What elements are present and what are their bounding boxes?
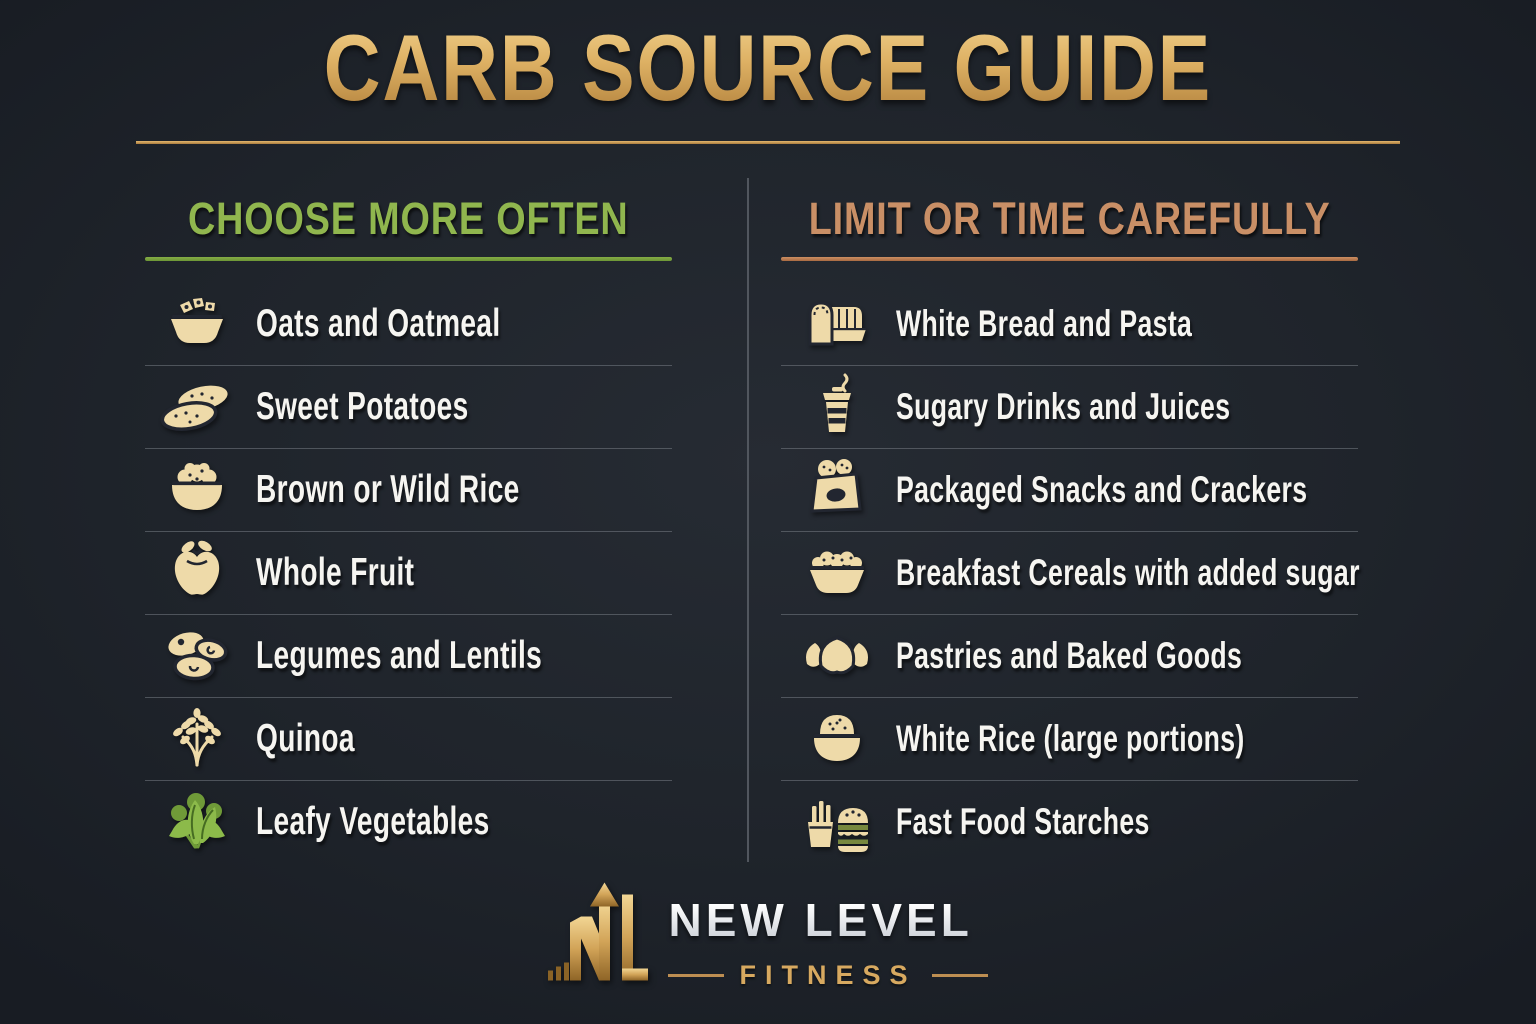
brand-subtitle: FITNESS [739,960,917,990]
item-label: Legumes and Lentils [256,634,543,677]
item-label: Packaged Snacks and Crackers [896,469,1308,510]
title-gold-rule [136,141,1400,144]
item-label: Breakfast Cereals with added sugar [896,552,1360,593]
column-divider [747,178,749,862]
list-item: White Bread and Pasta [781,282,1358,365]
list-item: Breakfast Cereals with added sugar [781,531,1360,614]
list-item: Packaged Snacks and Crackers [781,448,1358,531]
brand-text-block: NEW LEVEL FITNESS [668,876,988,991]
right-column-header: LIMIT OR TIME CAREFULLY [781,180,1358,257]
oats-bowl-icon [160,287,234,361]
column-limit-or-time-carefully: LIMIT OR TIME CAREFULLY White Bread and … [781,180,1360,863]
legumes-icon [160,619,234,693]
list-item: Brown or Wild Rice [145,448,672,531]
item-label: Whole Fruit [256,551,415,594]
item-label: Oats and Oatmeal [256,301,501,345]
list-item: Oats and Oatmeal [145,282,672,365]
item-label: Quinoa [256,717,355,760]
brand-subtitle-row: FITNESS [668,960,988,991]
cereal-bowl-icon [800,536,874,610]
limit-or-time-carefully-list: White Bread and Pasta Sugary Drinks and … [781,282,1360,863]
item-label: Fast Food Starches [896,801,1150,842]
left-header-rule [145,257,672,261]
brand-dash-left [668,974,725,977]
sweet-potato-icon [160,370,234,444]
item-label: Sugary Drinks and Juices [896,386,1231,427]
item-label: Leafy Vegetables [256,800,490,843]
rice-bowl-icon [160,453,234,527]
brand-name: NEW LEVEL [668,894,973,946]
item-label: White Bread and Pasta [896,302,1193,344]
fries-burger-icon [800,785,874,859]
item-label: White Rice (large portions) [896,718,1245,759]
leafy-greens-icon [160,785,234,859]
list-item: Whole Fruit [145,531,672,614]
list-item: Leafy Vegetables [145,780,672,863]
brand-footer: NEW LEVEL FITNESS [0,876,1536,991]
list-item: White Rice (large portions) [781,697,1358,780]
white-rice-bowl-icon [800,702,874,776]
list-item: Sugary Drinks and Juices [781,365,1358,448]
sugary-drink-icon [800,370,874,444]
title-block: CARB SOURCE GUIDE [0,14,1536,122]
list-item: Fast Food Starches [781,780,1358,863]
snack-bag-icon [800,453,874,527]
list-item: Quinoa [145,697,672,780]
column-choose-more-often: CHOOSE MORE OFTEN Oats and Oatmeal [145,180,672,863]
nl-monogram-logo [548,876,649,987]
apple-icon [160,536,234,610]
list-item: Legumes and Lentils [145,614,672,697]
item-label: Brown or Wild Rice [256,468,520,511]
choose-more-often-list: Oats and Oatmeal Sweet Potatoes [145,282,672,863]
croissant-icon [800,619,874,693]
left-column-header: CHOOSE MORE OFTEN [145,180,672,257]
left-column-header-text: CHOOSE MORE OFTEN [188,192,629,244]
right-column-header-text: LIMIT OR TIME CAREFULLY [808,192,1331,244]
list-item: Pastries and Baked Goods [781,614,1358,697]
page-title: CARB SOURCE GUIDE [323,15,1213,120]
item-label: Pastries and Baked Goods [896,635,1243,676]
item-label: Sweet Potatoes [256,385,469,428]
list-item: Sweet Potatoes [145,365,672,448]
bread-loaf-icon [800,287,874,361]
brand-dash-right [931,974,988,977]
quinoa-icon [160,702,234,776]
right-header-rule [781,257,1358,261]
